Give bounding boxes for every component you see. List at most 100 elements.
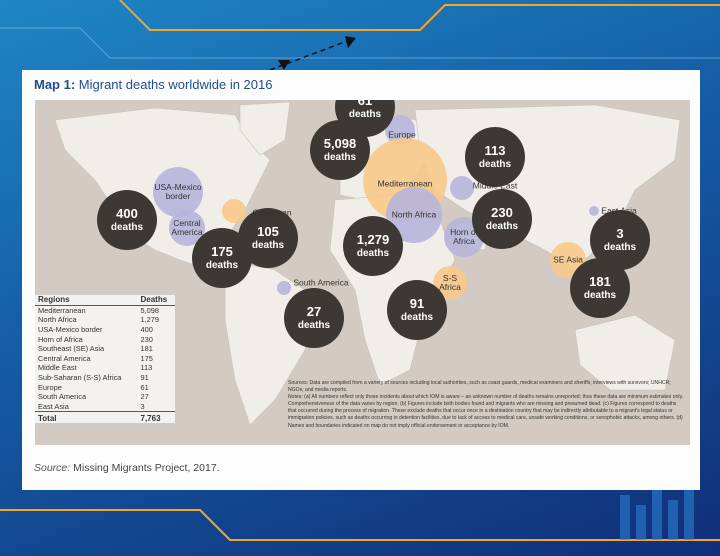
value-unit: deaths: [356, 247, 390, 259]
deco-arrowhead: [345, 36, 356, 48]
table-cell: 230: [140, 334, 153, 344]
table-body: Mediterranean 5,098 North Africa 1,279 USA-M…: [35, 305, 175, 424]
value-number: 105: [257, 223, 279, 239]
table-header-cell: Deaths: [137, 295, 175, 306]
world-map: [35, 100, 690, 445]
value-label: 1,279 deaths: [345, 231, 401, 259]
value-label: 61 deaths: [337, 92, 393, 120]
region-label: Mediterranean: [377, 178, 433, 189]
value-bubble: [284, 288, 344, 348]
value-bubble: [343, 216, 403, 276]
value-number: 230: [491, 204, 513, 220]
value-label: 230 deaths: [474, 204, 530, 232]
value-number: 175: [211, 243, 233, 259]
region-label: S-S Africa: [439, 273, 461, 292]
table-cell: Middle East: [38, 363, 77, 373]
value-bubble: [192, 228, 252, 288]
note-paragraph: Sources: Data are compiled from a variet…: [288, 380, 671, 394]
region-label: East Asia: [601, 205, 637, 216]
region-label: SE Asia: [553, 254, 583, 265]
value-number: 61: [357, 92, 373, 108]
region-circle: [222, 199, 246, 223]
value-label: 105 deaths: [240, 223, 296, 251]
table-cell: Mediterranean: [38, 305, 86, 315]
value-number: 5,098: [323, 135, 357, 151]
region-label: North Africa: [391, 209, 437, 220]
region-circle: [277, 281, 291, 295]
table-cell: 175: [140, 353, 153, 363]
value-unit: deaths: [323, 151, 357, 163]
table-row: South America 27: [35, 392, 175, 402]
value-label: 5,098 deaths: [312, 135, 368, 163]
table-cell: 27: [140, 392, 149, 402]
table-row: Europe 61: [35, 382, 175, 392]
value-number: 400: [116, 205, 138, 221]
value-unit: deaths: [297, 319, 331, 331]
deco-line: [119, 0, 720, 31]
table-cell: 3: [140, 401, 145, 411]
value-unit: deaths: [485, 220, 519, 232]
table-row: East Asia 3: [35, 402, 175, 412]
region-circle: [153, 167, 203, 217]
region-circle: [450, 176, 474, 200]
value-number: 113: [484, 142, 506, 158]
region-label: Middle East: [472, 180, 518, 191]
value-label: 175 deaths: [194, 243, 250, 271]
table-cell: South America: [38, 392, 87, 402]
value-label: 400 deaths: [99, 205, 155, 233]
table-cell: Southeast (SE) Asia: [38, 344, 105, 354]
table-header: Regions Deaths: [35, 295, 175, 306]
value-unit: deaths: [400, 311, 434, 323]
deco-bars: [620, 488, 694, 540]
table-cell: Sub-Saharan (S-S) Africa: [38, 373, 122, 383]
source-prefix: Source:: [34, 462, 71, 474]
value-bubble: [310, 120, 370, 180]
table-cell: Europe: [38, 382, 62, 392]
value-number: 3: [616, 225, 624, 241]
region-circle: [433, 266, 467, 300]
region-label: Europe: [388, 129, 416, 140]
value-unit: deaths: [110, 221, 144, 233]
table-cell: Central America: [38, 353, 91, 363]
region-label: Central America: [171, 218, 203, 237]
table-total-cell: Total: [35, 411, 138, 424]
value-unit: deaths: [251, 239, 285, 251]
region-circle: [169, 210, 205, 246]
title-text: Migrant deaths worldwide in 2016: [78, 77, 273, 92]
table-cell: Horn of Africa: [38, 334, 83, 344]
table-cell: East Asia: [38, 401, 69, 411]
table-cell: 400: [140, 325, 153, 335]
value-number: 91: [409, 295, 425, 311]
table-cell: North Africa: [38, 315, 77, 325]
value-unit: deaths: [205, 259, 239, 271]
table-cell: 5,098: [140, 305, 160, 315]
value-label: 3 deaths: [592, 225, 648, 253]
value-unit: deaths: [583, 289, 617, 301]
map-title: Map 1: Migrant deaths worldwide in 2016: [34, 77, 272, 92]
deaths-table: Regions Deaths Mediterranean 5,098 North Af…: [35, 295, 175, 424]
source-text: Missing Migrants Project, 2017.: [73, 462, 220, 474]
region-circle: [386, 187, 442, 243]
region-label: Horn of Africa: [450, 227, 478, 246]
value-bubble: [387, 280, 447, 340]
table-row: USA-Mexico border 400: [35, 325, 175, 335]
table-cell: USA-Mexico border: [38, 325, 103, 335]
table-row: Mediterranean 5,098: [35, 305, 175, 315]
table-cell: 181: [140, 344, 153, 354]
value-label: 113 deaths: [467, 142, 523, 170]
region-label: Caribbean: [252, 207, 292, 218]
value-unit: deaths: [478, 158, 512, 170]
table-row: Central America 175: [35, 354, 175, 364]
bubbles: [97, 100, 650, 348]
value-number: 1,279: [356, 231, 390, 247]
value-bubble: [238, 208, 298, 268]
table-row: Horn of Africa 230: [35, 334, 175, 344]
table-cell: 1,279: [140, 315, 160, 325]
value-label: 27 deaths: [286, 304, 342, 331]
table-row: North Africa 1,279: [35, 315, 175, 325]
value-bubble: [590, 210, 650, 270]
value-label: 91 deaths: [389, 295, 445, 323]
table-header-cell: Regions: [35, 295, 138, 306]
